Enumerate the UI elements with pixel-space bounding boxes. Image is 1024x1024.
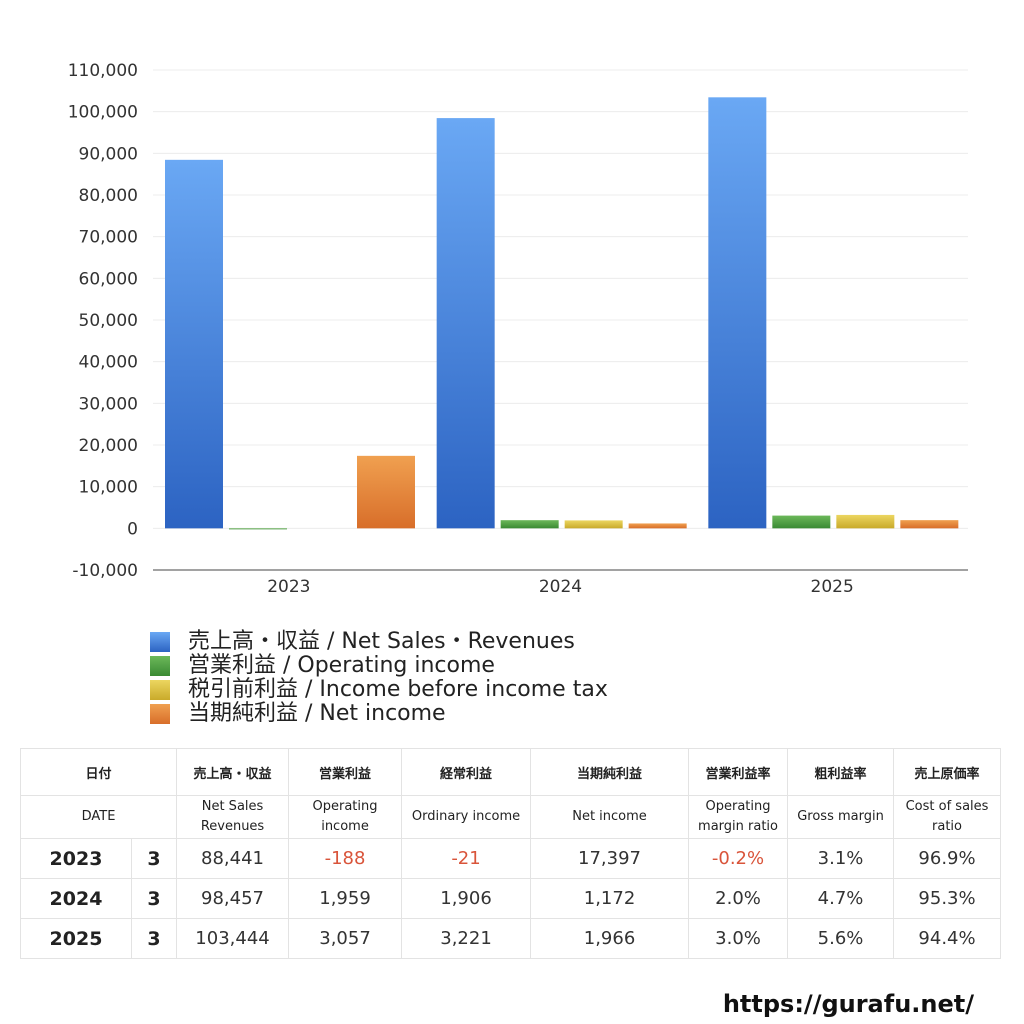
- value-cell: 4.7%: [787, 878, 895, 919]
- value-cell: 3,057: [288, 918, 403, 959]
- chart-legend: 売上高・収益 / Net Sales・Revenues 営業利益 / Opera…: [150, 630, 608, 726]
- value-cell: 3.0%: [688, 918, 789, 959]
- y-tick-label: 80,000: [79, 186, 138, 206]
- value-cell: -0.2%: [688, 838, 789, 879]
- value-cell: 98,457: [176, 878, 290, 919]
- y-tick-label: -10,000: [72, 561, 138, 581]
- value-cell: -21: [401, 838, 532, 879]
- header-cell: 粗利益率: [787, 748, 895, 796]
- header-cell: Operating margin ratio: [688, 795, 789, 839]
- gridlines: [153, 69, 968, 571]
- value-cell: 17,397: [530, 838, 690, 879]
- legend-swatch: [150, 656, 170, 676]
- site-url: https://gurafu.net/: [722, 990, 974, 1018]
- value-cell: 103,444: [176, 918, 290, 959]
- legend-item-net-sales: 売上高・収益 / Net Sales・Revenues: [150, 630, 608, 654]
- financial-bar-chart: -10,000 0 10,000 20,000 30,000 40,000 50,000 60…: [68, 61, 968, 597]
- legend-label: 当期純利益 / Net income: [188, 701, 446, 726]
- y-tick-label: 90,000: [79, 144, 138, 164]
- value-cell: 3.1%: [787, 838, 895, 879]
- y-tick-labels: -10,000 0 10,000 20,000 30,000 40,000 50,000 60…: [68, 61, 138, 581]
- y-tick-label: 110,000: [68, 61, 138, 81]
- month-cell: 3: [130, 838, 178, 879]
- bar-net-sales-2025: [708, 97, 767, 529]
- year-cell: 2023: [20, 838, 132, 879]
- header-cell: Operating income: [288, 795, 403, 839]
- header-cell: 営業利益: [288, 748, 403, 796]
- x-tick-labels: 2023 2024 2025: [267, 577, 854, 597]
- value-cell: -188: [288, 838, 403, 879]
- header-cell: Ordinary income: [401, 795, 532, 839]
- legend-label: 売上高・収益 / Net Sales・Revenues: [188, 629, 575, 654]
- legend-item-net-income: 当期純利益 / Net income: [150, 702, 608, 726]
- y-tick-label: 0: [127, 519, 138, 539]
- header-cell: Net income: [530, 795, 690, 839]
- value-cell: 1,906: [401, 878, 532, 919]
- header-cell: 売上原価率: [893, 748, 1002, 796]
- bar-net-income-2025: [900, 520, 959, 529]
- year-cell: 2025: [20, 918, 132, 959]
- value-cell: 1,966: [530, 918, 690, 959]
- header-cell: Net Sales Revenues: [176, 795, 290, 839]
- table-row: 2025 3 103,444 3,057 3,221 1,966 3.0% 5.…: [20, 918, 1002, 959]
- bar-net-income-2023: [357, 455, 415, 529]
- table-row: 2023 3 88,441 -188 -21 17,397 -0.2% 3.1%…: [20, 838, 1002, 879]
- bar-net-sales-2024: [436, 118, 495, 529]
- value-cell: 94.4%: [893, 918, 1002, 959]
- y-tick-label: 60,000: [79, 269, 138, 289]
- value-cell: 95.3%: [893, 878, 1002, 919]
- header-cell: 売上高・収益: [176, 748, 290, 796]
- bar-income-before-tax-2025: [836, 514, 895, 529]
- legend-item-income-before-tax: 税引前利益 / Income before income tax: [150, 678, 608, 702]
- header-cell: Cost of sales ratio: [893, 795, 1002, 839]
- y-tick-label: 50,000: [79, 311, 138, 331]
- bar-net-income-2024: [628, 523, 687, 529]
- year-cell: 2024: [20, 878, 132, 919]
- value-cell: 1,959: [288, 878, 403, 919]
- bar-operating-income-2024: [500, 520, 559, 529]
- legend-swatch: [150, 680, 170, 700]
- x-tick-label: 2025: [811, 577, 854, 597]
- header-cell: 経常利益: [401, 748, 532, 796]
- legend-label: 営業利益 / Operating income: [188, 653, 495, 678]
- value-cell: 1,172: [530, 878, 690, 919]
- x-tick-label: 2023: [267, 577, 310, 597]
- value-cell: 2.0%: [688, 878, 789, 919]
- legend-item-operating-income: 営業利益 / Operating income: [150, 654, 608, 678]
- y-tick-label: 10,000: [79, 478, 138, 498]
- bar-net-sales-2023: [165, 159, 223, 529]
- bar-operating-income-2025: [772, 515, 831, 529]
- financial-table: 日付 売上高・収益 営業利益 経常利益 当期純利益 営業利益率 粗利益率 売上原…: [19, 748, 1002, 959]
- header-cell: 日付: [19, 748, 178, 796]
- header-cell: 営業利益率: [688, 748, 789, 796]
- legend-label: 税引前利益 / Income before income tax: [188, 677, 608, 702]
- header-cell: 当期純利益: [530, 748, 690, 796]
- bar-group: [165, 97, 959, 530]
- header-cell: Gross margin: [787, 795, 895, 839]
- y-tick-label: 30,000: [79, 394, 138, 414]
- legend-swatch: [150, 632, 170, 652]
- table-header-ja: 日付 売上高・収益 営業利益 経常利益 当期純利益 営業利益率 粗利益率 売上原…: [19, 748, 1002, 796]
- value-cell: 5.6%: [787, 918, 895, 959]
- x-tick-label: 2024: [539, 577, 582, 597]
- month-cell: 3: [130, 918, 178, 959]
- y-tick-label: 40,000: [79, 353, 138, 373]
- table-header-en: DATE Net Sales Revenues Operating income…: [19, 795, 1002, 839]
- value-cell: 3,221: [401, 918, 532, 959]
- value-cell: 88,441: [176, 838, 290, 879]
- legend-swatch: [150, 704, 170, 724]
- bar-income-before-tax-2024: [564, 520, 623, 529]
- y-tick-label: 100,000: [68, 103, 138, 123]
- y-tick-label: 20,000: [79, 436, 138, 456]
- month-cell: 3: [130, 878, 178, 919]
- bar-operating-income-2023: [229, 528, 287, 530]
- table-row: 2024 3 98,457 1,959 1,906 1,172 2.0% 4.7…: [20, 878, 1002, 919]
- value-cell: 96.9%: [893, 838, 1002, 879]
- header-cell: DATE: [19, 795, 178, 839]
- y-tick-label: 70,000: [79, 228, 138, 248]
